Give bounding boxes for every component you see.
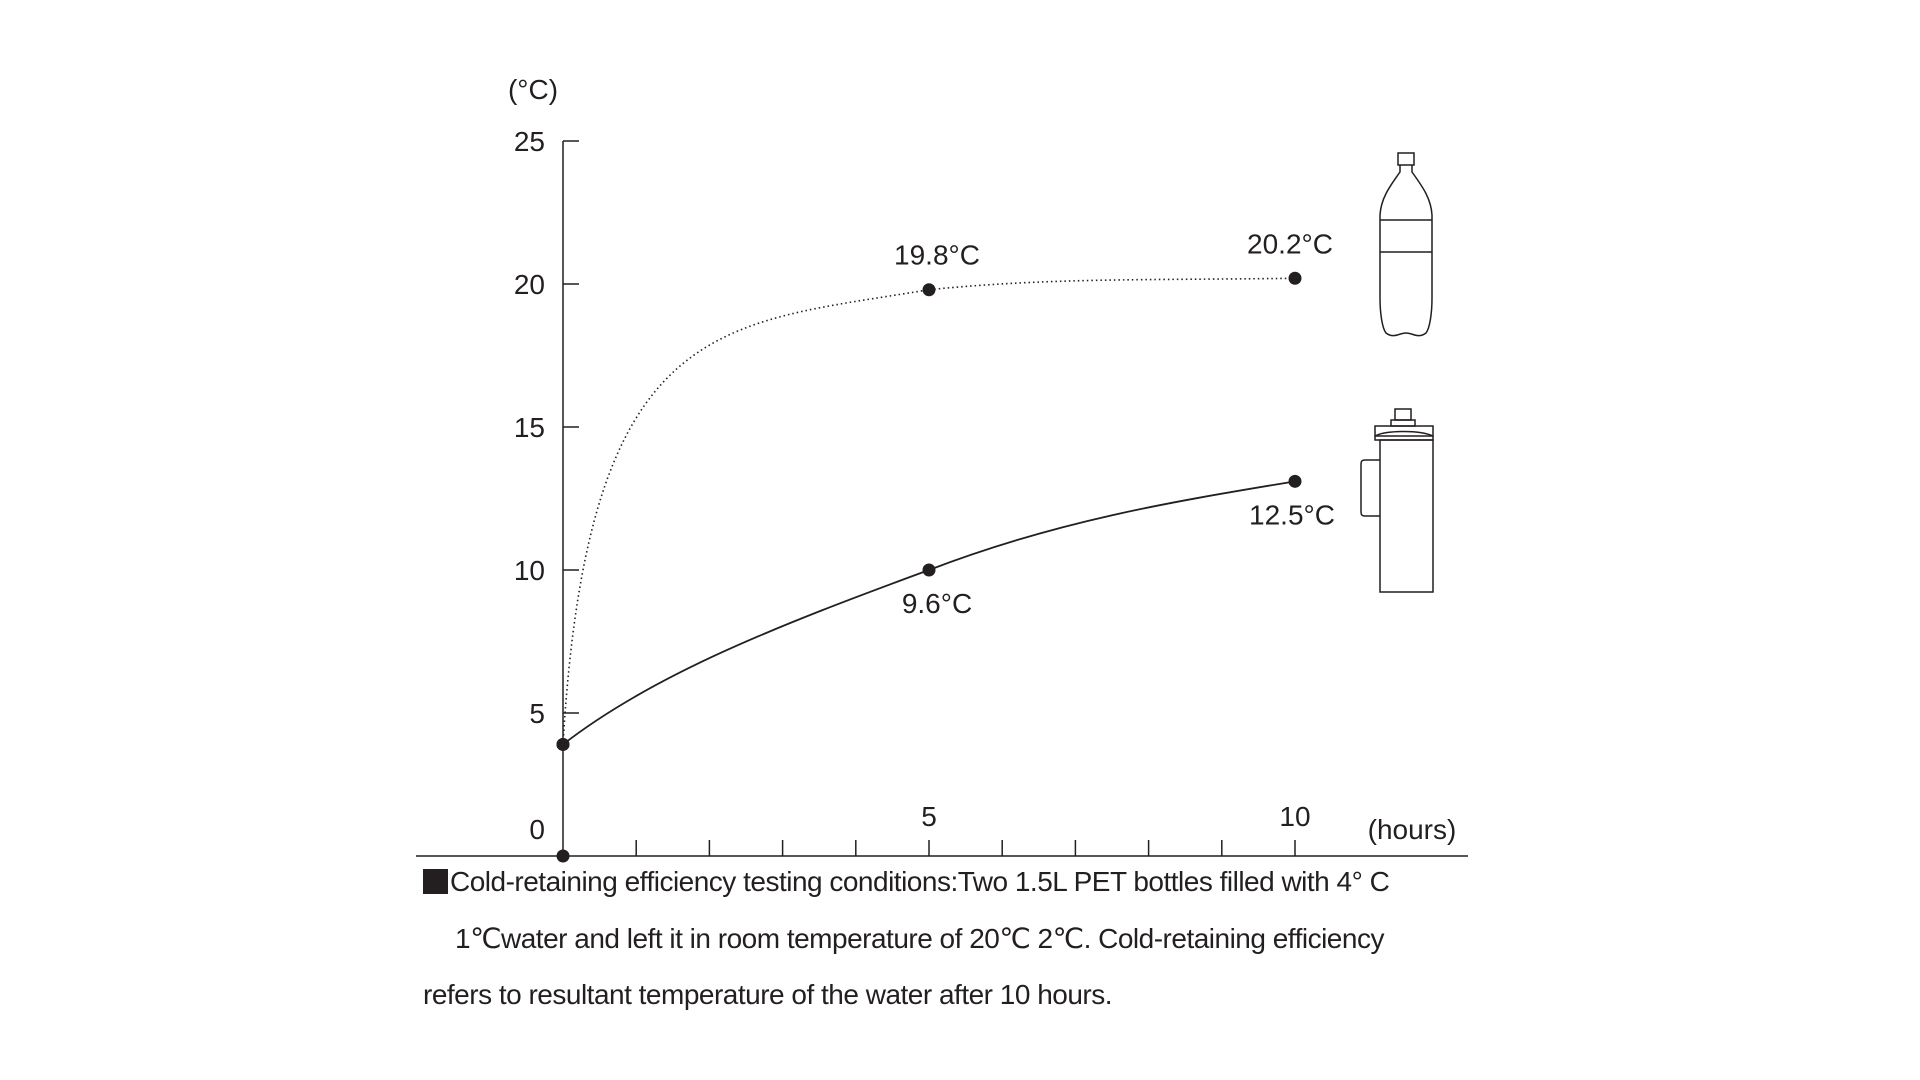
data-label: 9.6°C <box>902 588 972 619</box>
pet-bottle-icon <box>1379 152 1433 337</box>
x-tick-label: 10 <box>1279 801 1310 832</box>
data-label: 12.5°C <box>1249 499 1335 530</box>
pet-bottle-outline <box>1379 152 1433 337</box>
x-tick-label: 5 <box>921 801 937 832</box>
data-label: 20.2°C <box>1247 228 1333 259</box>
jug-shoulder <box>1374 425 1434 437</box>
jug-neck <box>1390 419 1416 427</box>
jug-handle <box>1360 459 1380 517</box>
pet-bottle-series-line <box>562 277 1296 745</box>
x-axis-unit-label: (hours) <box>1368 814 1457 845</box>
y-tick-label: 15 <box>514 412 545 443</box>
y-axis-unit-label: (°C) <box>508 74 558 105</box>
y-tick-label: 10 <box>514 555 545 586</box>
bullet-square-icon <box>423 869 448 894</box>
jug-body <box>1379 439 1434 593</box>
insulated-jug-icon <box>1360 408 1434 593</box>
data-point <box>556 737 570 751</box>
y-tick-label: 20 <box>514 269 545 300</box>
origin-point <box>556 849 570 863</box>
jug-cap <box>1394 408 1412 421</box>
data-point <box>1288 474 1302 488</box>
data-point <box>1288 271 1302 285</box>
caption-line-1: Cold-retaining efficiency testing condit… <box>423 866 1390 898</box>
caption-line-1-text: Cold-retaining efficiency testing condit… <box>450 866 1390 897</box>
jug-top-curve <box>1374 430 1434 437</box>
caption-line-2: 1℃water and left it in room temperature … <box>455 923 1384 954</box>
data-label: 19.8°C <box>894 240 980 271</box>
y-tick-label: 5 <box>529 698 545 729</box>
y-tick-label: 0 <box>529 814 545 845</box>
y-tick-label: 25 <box>514 126 545 157</box>
data-point <box>922 563 936 577</box>
data-point <box>922 283 936 297</box>
caption-line-3: refers to resultant temperature of the w… <box>423 979 1113 1010</box>
